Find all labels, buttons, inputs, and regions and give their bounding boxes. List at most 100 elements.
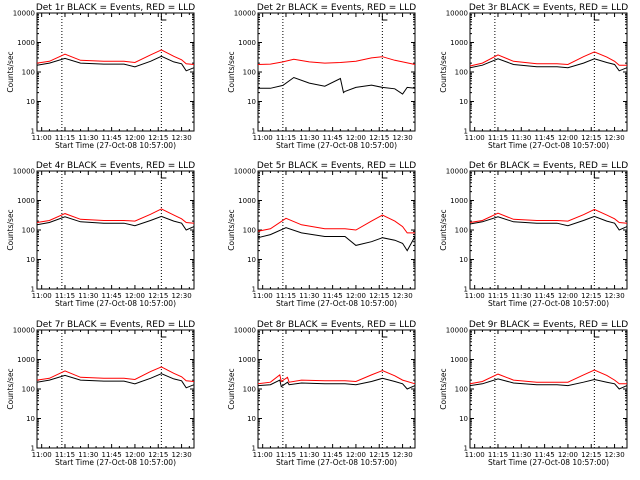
y-axis-label: Counts/sec	[227, 51, 236, 92]
x-tick-label: 11:00	[465, 134, 485, 142]
x-tick-label: 11:00	[253, 292, 273, 300]
panel-title: Det 9r BLACK = Events, RED = LLD	[469, 320, 628, 330]
y-tick-label: 1	[464, 286, 468, 294]
x-axis-label: Start Time (27-Oct-08 10:57:00)	[276, 141, 397, 150]
y-tick-label: 10	[459, 256, 468, 264]
panel-title: Det 2r BLACK = Events, RED = LLD	[257, 3, 416, 13]
x-axis-label: Start Time (27-Oct-08 10:57:00)	[276, 458, 397, 467]
y-tick-label: 1	[464, 445, 468, 453]
x-tick-label: 11:30	[299, 292, 319, 300]
series-lld-line	[36, 366, 195, 382]
panel-title: Det 4r BLACK = Events, RED = LLD	[36, 161, 195, 171]
series-lld-line	[469, 369, 627, 385]
plot-frame	[469, 329, 628, 449]
series-lld-line	[36, 208, 195, 224]
y-tick-label: 1000	[17, 39, 35, 47]
x-tick-label: 12:15	[148, 134, 168, 142]
x-tick-label: 11:00	[253, 451, 273, 459]
series-events-line	[469, 58, 628, 72]
x-tick-label: 11:00	[465, 451, 485, 459]
x-tick-label: 11:45	[102, 451, 122, 459]
x-tick-label: 12:15	[148, 451, 168, 459]
y-tick-label: 10	[247, 98, 256, 106]
x-tick-label: 12:00	[558, 451, 578, 459]
y-tick-label: 100	[22, 69, 35, 77]
y-tick-label: 1000	[238, 197, 256, 205]
x-tick-label: 11:30	[511, 134, 531, 142]
panel-det-3: Det 3r BLACK = Events, RED = LLD 1 10 100 10…	[439, 3, 628, 150]
panel-title: Det 5r BLACK = Events, RED = LLD	[257, 161, 416, 171]
x-tick-label: 12:15	[581, 451, 601, 459]
x-tick-label: 12:00	[558, 292, 578, 300]
x-tick-label: 11:15	[276, 451, 296, 459]
y-tick-label: 10	[459, 98, 468, 106]
series-events-line	[36, 373, 195, 389]
series-events-line	[36, 55, 195, 72]
x-tick-label: 12:15	[148, 292, 168, 300]
x-tick-label: 12:30	[392, 292, 412, 300]
series-events-line	[257, 227, 416, 252]
y-tick-label: 1	[252, 128, 256, 136]
x-tick-label: 11:45	[323, 451, 343, 459]
series-lld-line	[257, 370, 416, 385]
y-tick-label: 10000	[446, 10, 468, 18]
x-tick-label: 12:15	[369, 134, 389, 142]
series-events-line	[469, 378, 628, 390]
plot-frame	[36, 12, 195, 132]
y-tick-label: 10000	[234, 327, 256, 335]
y-tick-label: 10	[26, 256, 35, 264]
x-tick-label: 12:00	[125, 451, 145, 459]
x-tick-label: 12:00	[346, 134, 366, 142]
x-axis-label: Start Time (27-Oct-08 10:57:00)	[488, 458, 609, 467]
x-tick-label: 11:45	[535, 134, 555, 142]
series-events-line	[36, 215, 195, 231]
y-tick-label: 10	[26, 98, 35, 106]
y-tick-label: 1000	[238, 356, 256, 364]
series-lld-line	[257, 214, 415, 234]
y-tick-label: 1000	[17, 356, 35, 364]
y-tick-label: 10000	[13, 327, 35, 335]
x-tick-label: 11:15	[488, 451, 508, 459]
y-axis-label: Counts/sec	[227, 368, 236, 409]
y-tick-label: 10	[247, 256, 256, 264]
plot-frame	[469, 12, 628, 132]
x-tick-label: 12:15	[581, 134, 601, 142]
x-tick-label: 12:00	[346, 451, 366, 459]
x-tick-label: 11:15	[55, 451, 75, 459]
y-tick-label: 100	[455, 69, 468, 77]
y-tick-label: 1	[31, 128, 35, 136]
x-tick-label: 11:45	[323, 134, 343, 142]
x-tick-label: 11:15	[276, 134, 296, 142]
x-tick-label: 11:00	[32, 134, 52, 142]
y-tick-label: 100	[243, 386, 256, 394]
panel-det-4: Det 4r BLACK = Events, RED = LLD 1 10 100 10…	[6, 161, 195, 308]
plot-frame	[257, 329, 416, 449]
y-tick-label: 10000	[13, 10, 35, 18]
plot-frame	[36, 329, 195, 449]
panel-det-2: Det 2r BLACK = Events, RED = LLD 1 10 100 10…	[227, 3, 416, 150]
series-events-line	[258, 76, 416, 95]
x-tick-label: 11:00	[253, 134, 273, 142]
y-tick-label: 1000	[238, 39, 256, 47]
y-axis-label: Counts/sec	[439, 368, 448, 409]
x-axis-label: Start Time (27-Oct-08 10:57:00)	[276, 299, 397, 308]
x-tick-label: 11:30	[78, 451, 98, 459]
x-tick-label: 11:00	[465, 292, 485, 300]
y-tick-label: 100	[22, 386, 35, 394]
x-tick-label: 11:00	[32, 292, 52, 300]
y-tick-label: 1000	[17, 197, 35, 205]
x-tick-label: 12:30	[604, 292, 624, 300]
y-tick-label: 10000	[234, 10, 256, 18]
series-lld-line	[257, 56, 416, 65]
x-tick-label: 11:15	[276, 292, 296, 300]
y-tick-label: 100	[22, 227, 35, 235]
x-tick-label: 11:30	[78, 134, 98, 142]
y-axis-label: Counts/sec	[227, 209, 236, 250]
x-tick-label: 11:30	[299, 134, 319, 142]
y-tick-label: 1	[464, 128, 468, 136]
panel-det-9: Det 9r BLACK = Events, RED = LLD 1 10 100 10…	[439, 320, 628, 467]
series-lld-line	[36, 49, 195, 65]
plot-frame	[36, 170, 195, 290]
y-tick-label: 10	[247, 415, 256, 423]
x-axis-label: Start Time (27-Oct-08 10:57:00)	[488, 141, 609, 150]
